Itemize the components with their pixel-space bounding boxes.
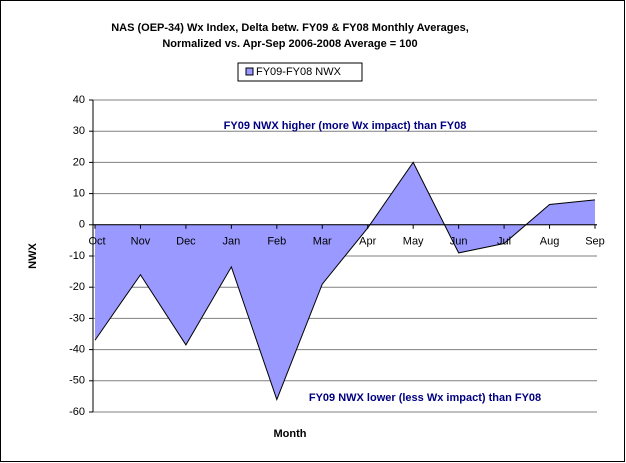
legend-box (237, 62, 363, 82)
x-axis-label: Month (274, 428, 307, 440)
y-tick-label: -20 (69, 281, 85, 293)
x-tick-label: Oct (88, 236, 105, 248)
x-tick-label: Sep (585, 236, 605, 248)
chart-title: NAS (OEP-34) Wx Index, Delta betw. FY09 … (111, 22, 469, 34)
x-tick-label: Apr (359, 236, 376, 248)
x-tick-label: Mar (313, 236, 332, 248)
legend-swatch (245, 67, 254, 76)
y-tick-label: 20 (73, 156, 85, 168)
y-tick-label: 0 (79, 219, 85, 231)
x-tick-label: May (403, 236, 424, 248)
x-tick-label: Jul (497, 236, 511, 248)
annotation: FY09 NWX lower (less Wx impact) than FY0… (309, 392, 541, 404)
y-axis-label: NWX (27, 243, 39, 269)
y-tick-label: -40 (69, 344, 85, 356)
chart-title: Normalized vs. Apr-Sep 2006-2008 Average… (162, 38, 417, 50)
x-tick-label: Dec (176, 236, 196, 248)
annotation: FY09 NWX higher (more Wx impact) than FY… (224, 120, 467, 132)
x-tick-label: Feb (267, 236, 286, 248)
y-tick-label: -10 (69, 250, 85, 262)
legend-label: FY09-FY08 NWX (256, 66, 342, 78)
area-line (94, 161, 596, 401)
area (95, 162, 595, 400)
y-tick-label: 40 (73, 94, 85, 106)
x-tick-label: Jan (222, 236, 240, 248)
y-tick-label: -50 (69, 375, 85, 387)
x-tick-label: Jun (450, 236, 468, 248)
x-tick-label: Aug (540, 236, 560, 248)
y-tick-label: 30 (73, 125, 85, 137)
x-tick-label: Nov (131, 236, 151, 248)
y-tick-label: -60 (69, 406, 85, 418)
y-tick-label: -30 (69, 312, 85, 324)
y-tick-label: 10 (73, 188, 85, 200)
